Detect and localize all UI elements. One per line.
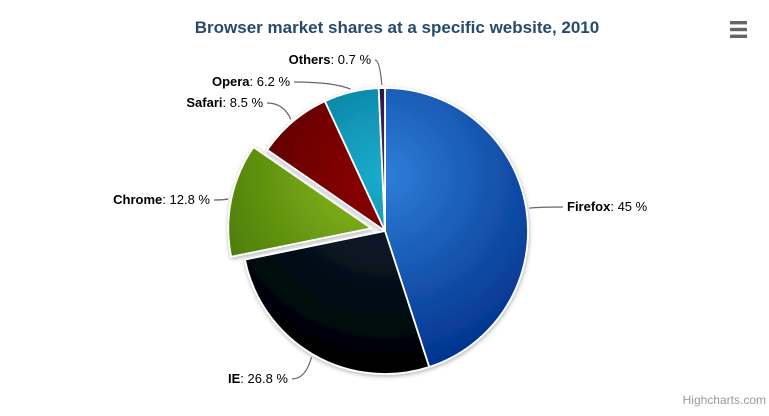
label-connector-ie bbox=[291, 356, 313, 380]
label-connector-opera bbox=[293, 81, 351, 90]
hamburger-menu-icon bbox=[730, 21, 747, 38]
label-connector-safari bbox=[266, 102, 292, 120]
label-connector-firefox bbox=[529, 206, 564, 209]
data-label-chrome: Chrome: 12.8 % bbox=[113, 192, 210, 207]
pie-series bbox=[227, 87, 529, 375]
pie-slice-ie[interactable] bbox=[244, 230, 431, 375]
data-labels: Firefox: 45 % IE: 26.8 % Chrome: 12.8 % Saf… bbox=[113, 52, 647, 386]
pie-slice-others[interactable] bbox=[377, 87, 386, 232]
credits-link[interactable]: Highcharts.com bbox=[683, 393, 766, 407]
data-label-safari: Safari: 8.5 % bbox=[186, 95, 263, 110]
data-label-opera: Opera: 6.2 % bbox=[212, 74, 290, 89]
data-label-ie: IE: 26.8 % bbox=[228, 371, 288, 386]
pie-slice-chrome[interactable] bbox=[227, 146, 373, 258]
pie-slice-firefox[interactable] bbox=[384, 87, 529, 368]
data-label-firefox: Firefox: 45 % bbox=[567, 199, 648, 214]
label-connectors bbox=[213, 59, 564, 380]
data-label-others: Others: 0.7 % bbox=[289, 52, 372, 67]
label-connector-chrome bbox=[213, 198, 229, 201]
chart-title: Browser market shares at a specific webs… bbox=[195, 18, 599, 37]
label-connector-others bbox=[374, 59, 383, 86]
export-menu-button[interactable] bbox=[724, 15, 754, 41]
